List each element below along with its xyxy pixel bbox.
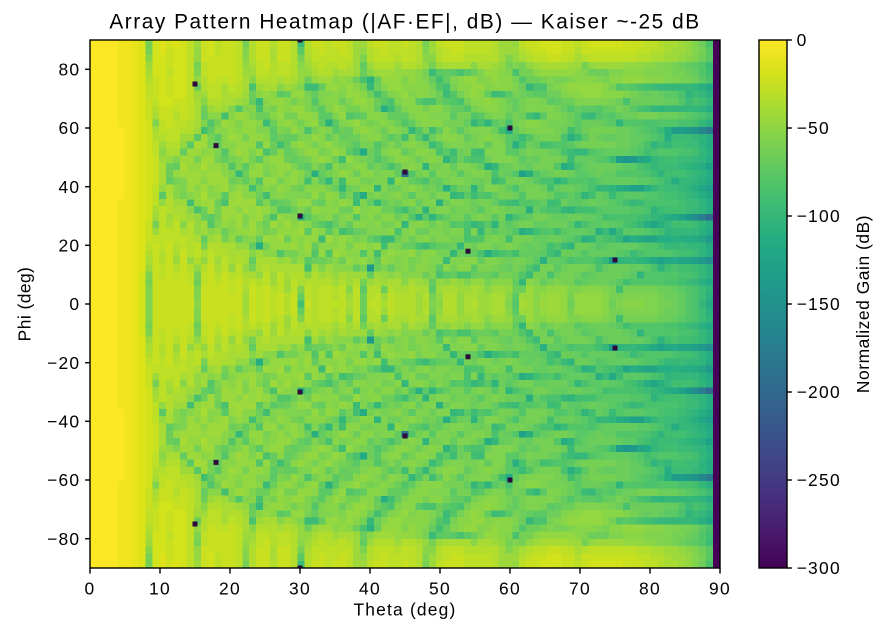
svg-text:−100: −100 [797, 206, 841, 226]
svg-text:Theta (deg): Theta (deg) [353, 599, 456, 619]
svg-text:−40: −40 [47, 412, 80, 432]
svg-text:90: 90 [709, 578, 731, 598]
svg-text:80: 80 [639, 578, 661, 598]
svg-text:20: 20 [58, 236, 80, 256]
svg-text:40: 40 [359, 578, 381, 598]
svg-text:20: 20 [219, 578, 241, 598]
svg-text:50: 50 [429, 578, 451, 598]
svg-text:60: 60 [58, 118, 80, 138]
svg-text:70: 70 [569, 578, 591, 598]
svg-text:60: 60 [499, 578, 521, 598]
svg-text:0: 0 [797, 30, 808, 50]
svg-text:Phi (deg): Phi (deg) [15, 267, 35, 342]
svg-text:−250: −250 [797, 470, 841, 490]
svg-text:80: 80 [58, 60, 80, 80]
svg-text:0: 0 [85, 578, 96, 598]
svg-text:30: 30 [289, 578, 311, 598]
svg-text:0: 0 [69, 294, 80, 314]
svg-text:−20: −20 [47, 353, 80, 373]
svg-text:−50: −50 [797, 118, 830, 138]
svg-text:−60: −60 [47, 470, 80, 490]
svg-text:−300: −300 [797, 558, 841, 578]
svg-text:−80: −80 [47, 529, 80, 549]
svg-text:Array Pattern Heatmap (|AF·EF|: Array Pattern Heatmap (|AF·EF|, dB) — Ka… [109, 11, 700, 34]
svg-text:Normalized Gain (dB): Normalized Gain (dB) [853, 215, 873, 393]
svg-text:−150: −150 [797, 294, 841, 314]
svg-text:10: 10 [149, 578, 171, 598]
svg-text:40: 40 [58, 177, 80, 197]
svg-text:−200: −200 [797, 382, 841, 402]
